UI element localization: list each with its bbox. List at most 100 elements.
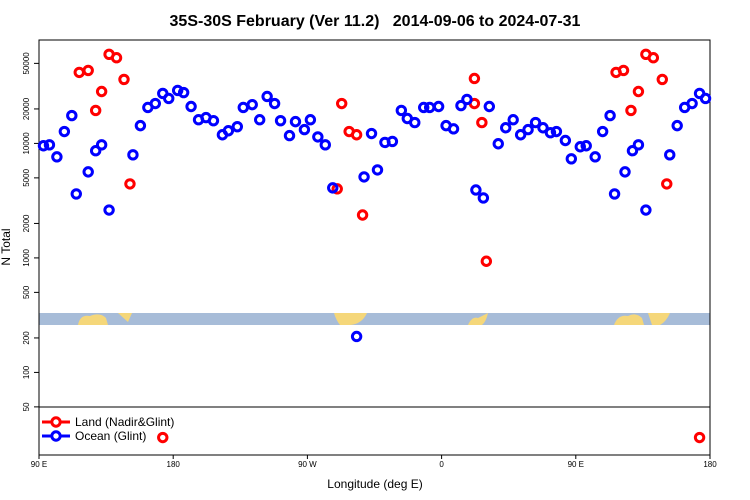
- point: [664, 149, 676, 161]
- point: [647, 52, 660, 64]
- point: [185, 100, 197, 113]
- point: [699, 92, 712, 105]
- point: [461, 93, 473, 106]
- point: [335, 97, 348, 110]
- point: [207, 114, 220, 127]
- y-tick-label: 100: [22, 365, 31, 379]
- y-tick-label: 500: [22, 285, 31, 299]
- point: [480, 255, 493, 267]
- point: [589, 151, 601, 163]
- point: [365, 127, 378, 140]
- point: [565, 153, 578, 165]
- x-tick-label: 180: [703, 460, 717, 469]
- point: [283, 129, 296, 142]
- point: [686, 97, 698, 110]
- point: [418, 101, 430, 114]
- point: [477, 192, 490, 204]
- legend-marker: [50, 416, 62, 428]
- y-axis-label: N Total: [0, 228, 13, 265]
- point: [455, 99, 467, 112]
- map-band: [39, 313, 710, 325]
- y-tick-label: 1000: [22, 248, 31, 266]
- point: [500, 122, 512, 134]
- point: [237, 101, 249, 114]
- point: [231, 120, 244, 133]
- point: [671, 119, 683, 132]
- legend-label: Ocean (Glint): [75, 429, 146, 443]
- point: [298, 123, 311, 136]
- point: [409, 116, 421, 129]
- point: [110, 52, 123, 64]
- point: [632, 139, 645, 151]
- point: [268, 97, 281, 110]
- point: [632, 85, 645, 98]
- point: [177, 86, 190, 99]
- point: [103, 204, 115, 216]
- x-tick-label: 90 E: [31, 460, 47, 469]
- point: [171, 84, 184, 97]
- point: [66, 109, 78, 122]
- point: [312, 131, 324, 143]
- point: [73, 66, 85, 79]
- point: [619, 166, 631, 178]
- point: [470, 184, 482, 196]
- point: [163, 92, 175, 105]
- point: [661, 178, 673, 190]
- x-tick-label: 0: [439, 460, 444, 469]
- point: [476, 116, 488, 129]
- chart-title: 35S-30S February (Ver 11.2) 2014-09-06 t…: [170, 13, 581, 30]
- point: [327, 182, 339, 194]
- point: [350, 129, 363, 141]
- point: [604, 109, 616, 122]
- point: [693, 431, 706, 444]
- point: [492, 138, 504, 150]
- point: [350, 330, 363, 343]
- point: [222, 125, 235, 137]
- point: [356, 209, 369, 221]
- point: [550, 125, 563, 138]
- point: [274, 114, 287, 127]
- point: [37, 140, 50, 152]
- point: [522, 123, 534, 136]
- point: [529, 116, 542, 129]
- point: [468, 72, 481, 85]
- y-tick-label: 5000: [22, 168, 31, 186]
- point: [304, 114, 317, 126]
- point: [447, 123, 460, 135]
- point: [157, 431, 169, 444]
- point: [246, 98, 258, 111]
- point: [95, 85, 108, 98]
- y-tick-label: 50: [22, 402, 31, 411]
- point: [656, 73, 668, 86]
- y-tick-label: 200: [22, 331, 31, 345]
- point: [289, 115, 302, 128]
- x-axis-label: Longitude (deg E): [327, 477, 422, 491]
- point: [82, 64, 94, 77]
- y-tick-label: 50000: [22, 52, 31, 75]
- point: [371, 164, 384, 176]
- point: [559, 134, 572, 147]
- point: [483, 100, 496, 113]
- point: [43, 139, 56, 151]
- point: [127, 149, 139, 161]
- point: [58, 125, 71, 138]
- point: [89, 104, 102, 117]
- point: [537, 122, 549, 134]
- x-tick-label: 90 W: [298, 460, 317, 469]
- point: [432, 100, 445, 113]
- point: [118, 73, 130, 86]
- point: [386, 135, 399, 148]
- point: [574, 141, 586, 153]
- point: [580, 140, 592, 152]
- point: [626, 145, 639, 157]
- legend-label: Land (Nadir&Glint): [75, 415, 174, 429]
- y-tick-label: 2000: [22, 214, 31, 232]
- point: [358, 171, 370, 183]
- point: [507, 114, 519, 126]
- point: [124, 178, 136, 190]
- point: [423, 101, 436, 114]
- x-tick-label: 90 E: [568, 460, 584, 469]
- point: [70, 188, 82, 200]
- legend-marker: [50, 430, 62, 442]
